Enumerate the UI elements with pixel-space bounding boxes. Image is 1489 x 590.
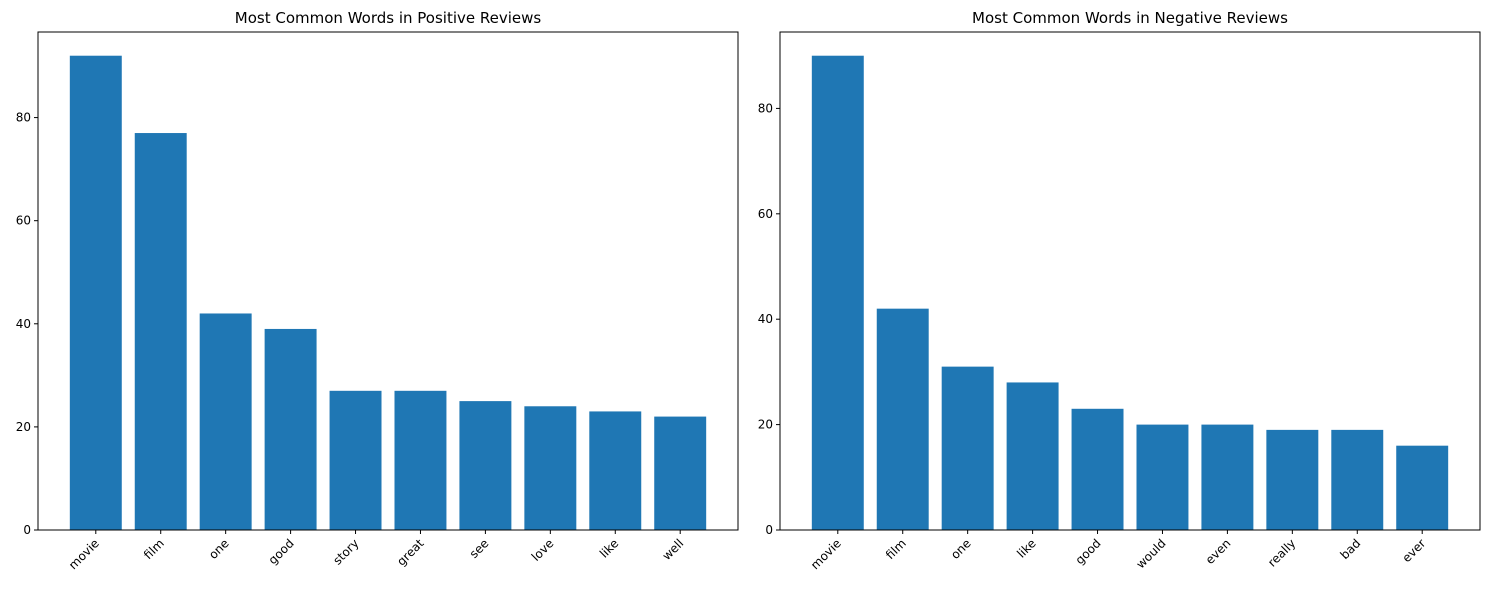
bar-good: [264, 328, 317, 530]
x-tick-label: like: [597, 536, 621, 560]
x-tick-label: love: [529, 536, 557, 564]
y-tick-label: 60: [758, 207, 773, 221]
bar-movie: [811, 55, 864, 530]
chart-title: Most Common Words in Negative Reviews: [972, 9, 1288, 27]
bar-bad: [1331, 429, 1384, 530]
y-tick-label: 40: [758, 312, 773, 326]
bar-like: [1006, 382, 1059, 530]
bar-ever: [1396, 445, 1449, 530]
bar-even: [1201, 424, 1254, 530]
bar-well: [654, 416, 707, 530]
bar-like: [589, 411, 642, 530]
x-tick-label: one: [948, 536, 974, 562]
y-tick-label: 80: [16, 111, 31, 125]
x-tick-label: bad: [1338, 536, 1364, 562]
plot-frame: [779, 31, 1481, 531]
x-tick-label: story: [330, 536, 361, 567]
positive-reviews-chart: Most Common Words in Positive Reviews mov…: [16, 9, 739, 572]
x-tick-label: good: [266, 536, 297, 567]
chart-title: Most Common Words in Positive Reviews: [235, 9, 542, 27]
bar-see: [459, 401, 512, 530]
y-tick-label: 60: [16, 214, 31, 228]
x-tick-label: great: [394, 536, 427, 569]
x-tick-label: well: [660, 536, 687, 563]
y-tick-label: 80: [758, 101, 773, 115]
x-tick-label: like: [1014, 536, 1038, 560]
bar-one: [941, 366, 994, 530]
y-tick-label: 0: [765, 523, 773, 537]
y-tick-label: 0: [23, 523, 31, 537]
x-tick-label: one: [206, 536, 232, 562]
y-tick-label: 40: [16, 317, 31, 331]
x-tick-label: movie: [808, 536, 844, 572]
bar-one: [199, 313, 252, 530]
bar-film: [134, 133, 187, 531]
x-tick-label: really: [1265, 536, 1298, 569]
y-tick-label: 20: [16, 420, 31, 434]
y-tick-label: 20: [758, 418, 773, 432]
bar-love: [524, 406, 577, 530]
x-tick-label: movie: [66, 536, 102, 572]
bar-story: [329, 390, 382, 530]
bar-film: [876, 308, 929, 530]
x-tick-label: film: [141, 536, 167, 562]
x-tick-label: film: [883, 536, 909, 562]
x-tick-label: good: [1073, 536, 1104, 567]
bar-movie: [69, 55, 122, 530]
bar-good: [1071, 408, 1124, 530]
bar-great: [394, 390, 447, 530]
negative-reviews-chart: Most Common Words in Negative Reviews mov…: [758, 9, 1481, 572]
x-tick-label: see: [467, 536, 492, 561]
x-tick-label: ever: [1399, 536, 1428, 565]
x-tick-label: would: [1133, 536, 1168, 571]
plot-frame: [37, 31, 739, 531]
bar-really: [1266, 429, 1319, 530]
x-tick-label: even: [1203, 536, 1234, 567]
bar-would: [1136, 424, 1189, 530]
